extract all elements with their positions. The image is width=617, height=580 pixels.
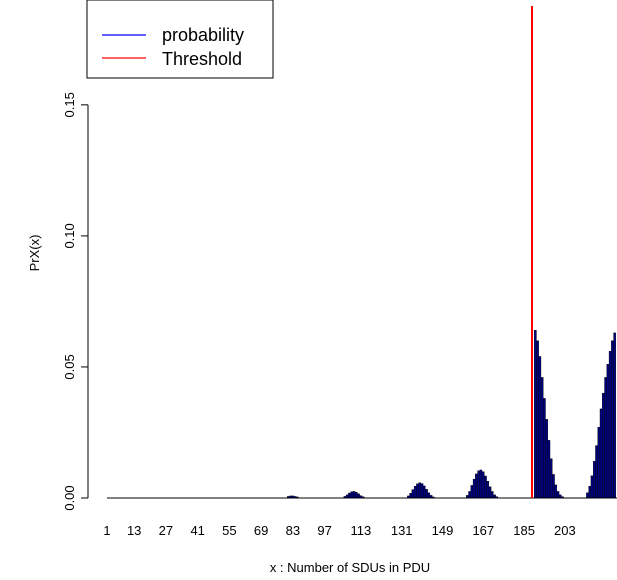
bar <box>547 440 551 499</box>
y-axis-title: PrX(x) <box>27 235 42 272</box>
bar <box>543 398 546 499</box>
bar <box>538 356 542 499</box>
bar <box>416 483 419 499</box>
x-tick-label: 131 <box>391 523 413 538</box>
bar <box>599 408 603 499</box>
bar <box>549 458 553 499</box>
bar <box>552 474 555 499</box>
y-tick-label: 0.10 <box>62 223 77 248</box>
bar <box>604 377 607 499</box>
bar <box>540 377 544 499</box>
bar <box>352 491 356 499</box>
bar <box>536 340 539 499</box>
x-tick-label: 83 <box>286 523 300 538</box>
bars <box>287 330 616 499</box>
bar <box>470 485 474 499</box>
bar <box>486 481 490 499</box>
bar <box>491 491 494 499</box>
bar <box>418 482 422 499</box>
bar <box>477 470 480 499</box>
bar <box>479 469 483 499</box>
bar <box>595 445 598 499</box>
bar <box>475 473 478 499</box>
legend-probability-label: probability <box>162 25 244 45</box>
x-tick-label: 113 <box>351 523 372 538</box>
bar <box>355 492 358 499</box>
bar <box>411 489 415 499</box>
x-tick-label: 1 <box>103 523 110 538</box>
bar <box>608 351 612 499</box>
y-tick-label: 0.05 <box>62 354 77 379</box>
x-tick-label: 69 <box>254 523 268 538</box>
bar <box>425 489 428 499</box>
bar <box>472 478 476 499</box>
bar <box>423 485 426 499</box>
bar <box>593 461 596 499</box>
bar <box>556 491 560 499</box>
bar <box>613 332 616 499</box>
x-tick-label: 97 <box>317 523 331 538</box>
bar <box>588 486 592 499</box>
x-axis: 1 13 27 41 55 69 83 97 113 131 149 167 185 203 <box>103 523 575 538</box>
x-tick-label: 55 <box>222 523 236 538</box>
bar <box>350 491 354 499</box>
x-tick-label: 41 <box>190 523 204 538</box>
bar <box>488 486 492 499</box>
x-tick-label: 185 <box>513 523 535 538</box>
x-tick-label: 167 <box>472 523 494 538</box>
legend-threshold-label: Threshold <box>162 49 242 69</box>
bar <box>427 492 431 499</box>
bar <box>602 392 605 499</box>
x-tick-label: 27 <box>159 523 173 538</box>
bar <box>590 475 594 499</box>
bar <box>597 427 601 499</box>
bar <box>545 419 548 499</box>
bar <box>420 483 424 499</box>
bar <box>357 493 360 499</box>
bar <box>586 492 589 499</box>
bar <box>611 340 614 499</box>
bar <box>484 475 487 499</box>
x-tick-label: 203 <box>554 523 576 538</box>
y-axis: 0.00 0.05 0.10 0.15 <box>62 92 89 511</box>
y-tick-label: 0.15 <box>62 92 77 117</box>
bar <box>606 364 610 499</box>
x-tick-label: 13 <box>127 523 141 538</box>
bar <box>413 486 417 499</box>
x-axis-title: x : Number of SDUs in PDU <box>270 560 430 575</box>
bar <box>468 491 471 499</box>
legend-box <box>86 0 274 79</box>
legend: probability Threshold <box>86 0 274 79</box>
y-tick-label: 0.00 <box>62 485 77 510</box>
x-tick-label: 149 <box>432 523 454 538</box>
bar <box>554 484 558 499</box>
bar <box>348 492 351 499</box>
bar <box>534 330 537 499</box>
bar <box>409 493 412 499</box>
bar <box>481 471 485 499</box>
